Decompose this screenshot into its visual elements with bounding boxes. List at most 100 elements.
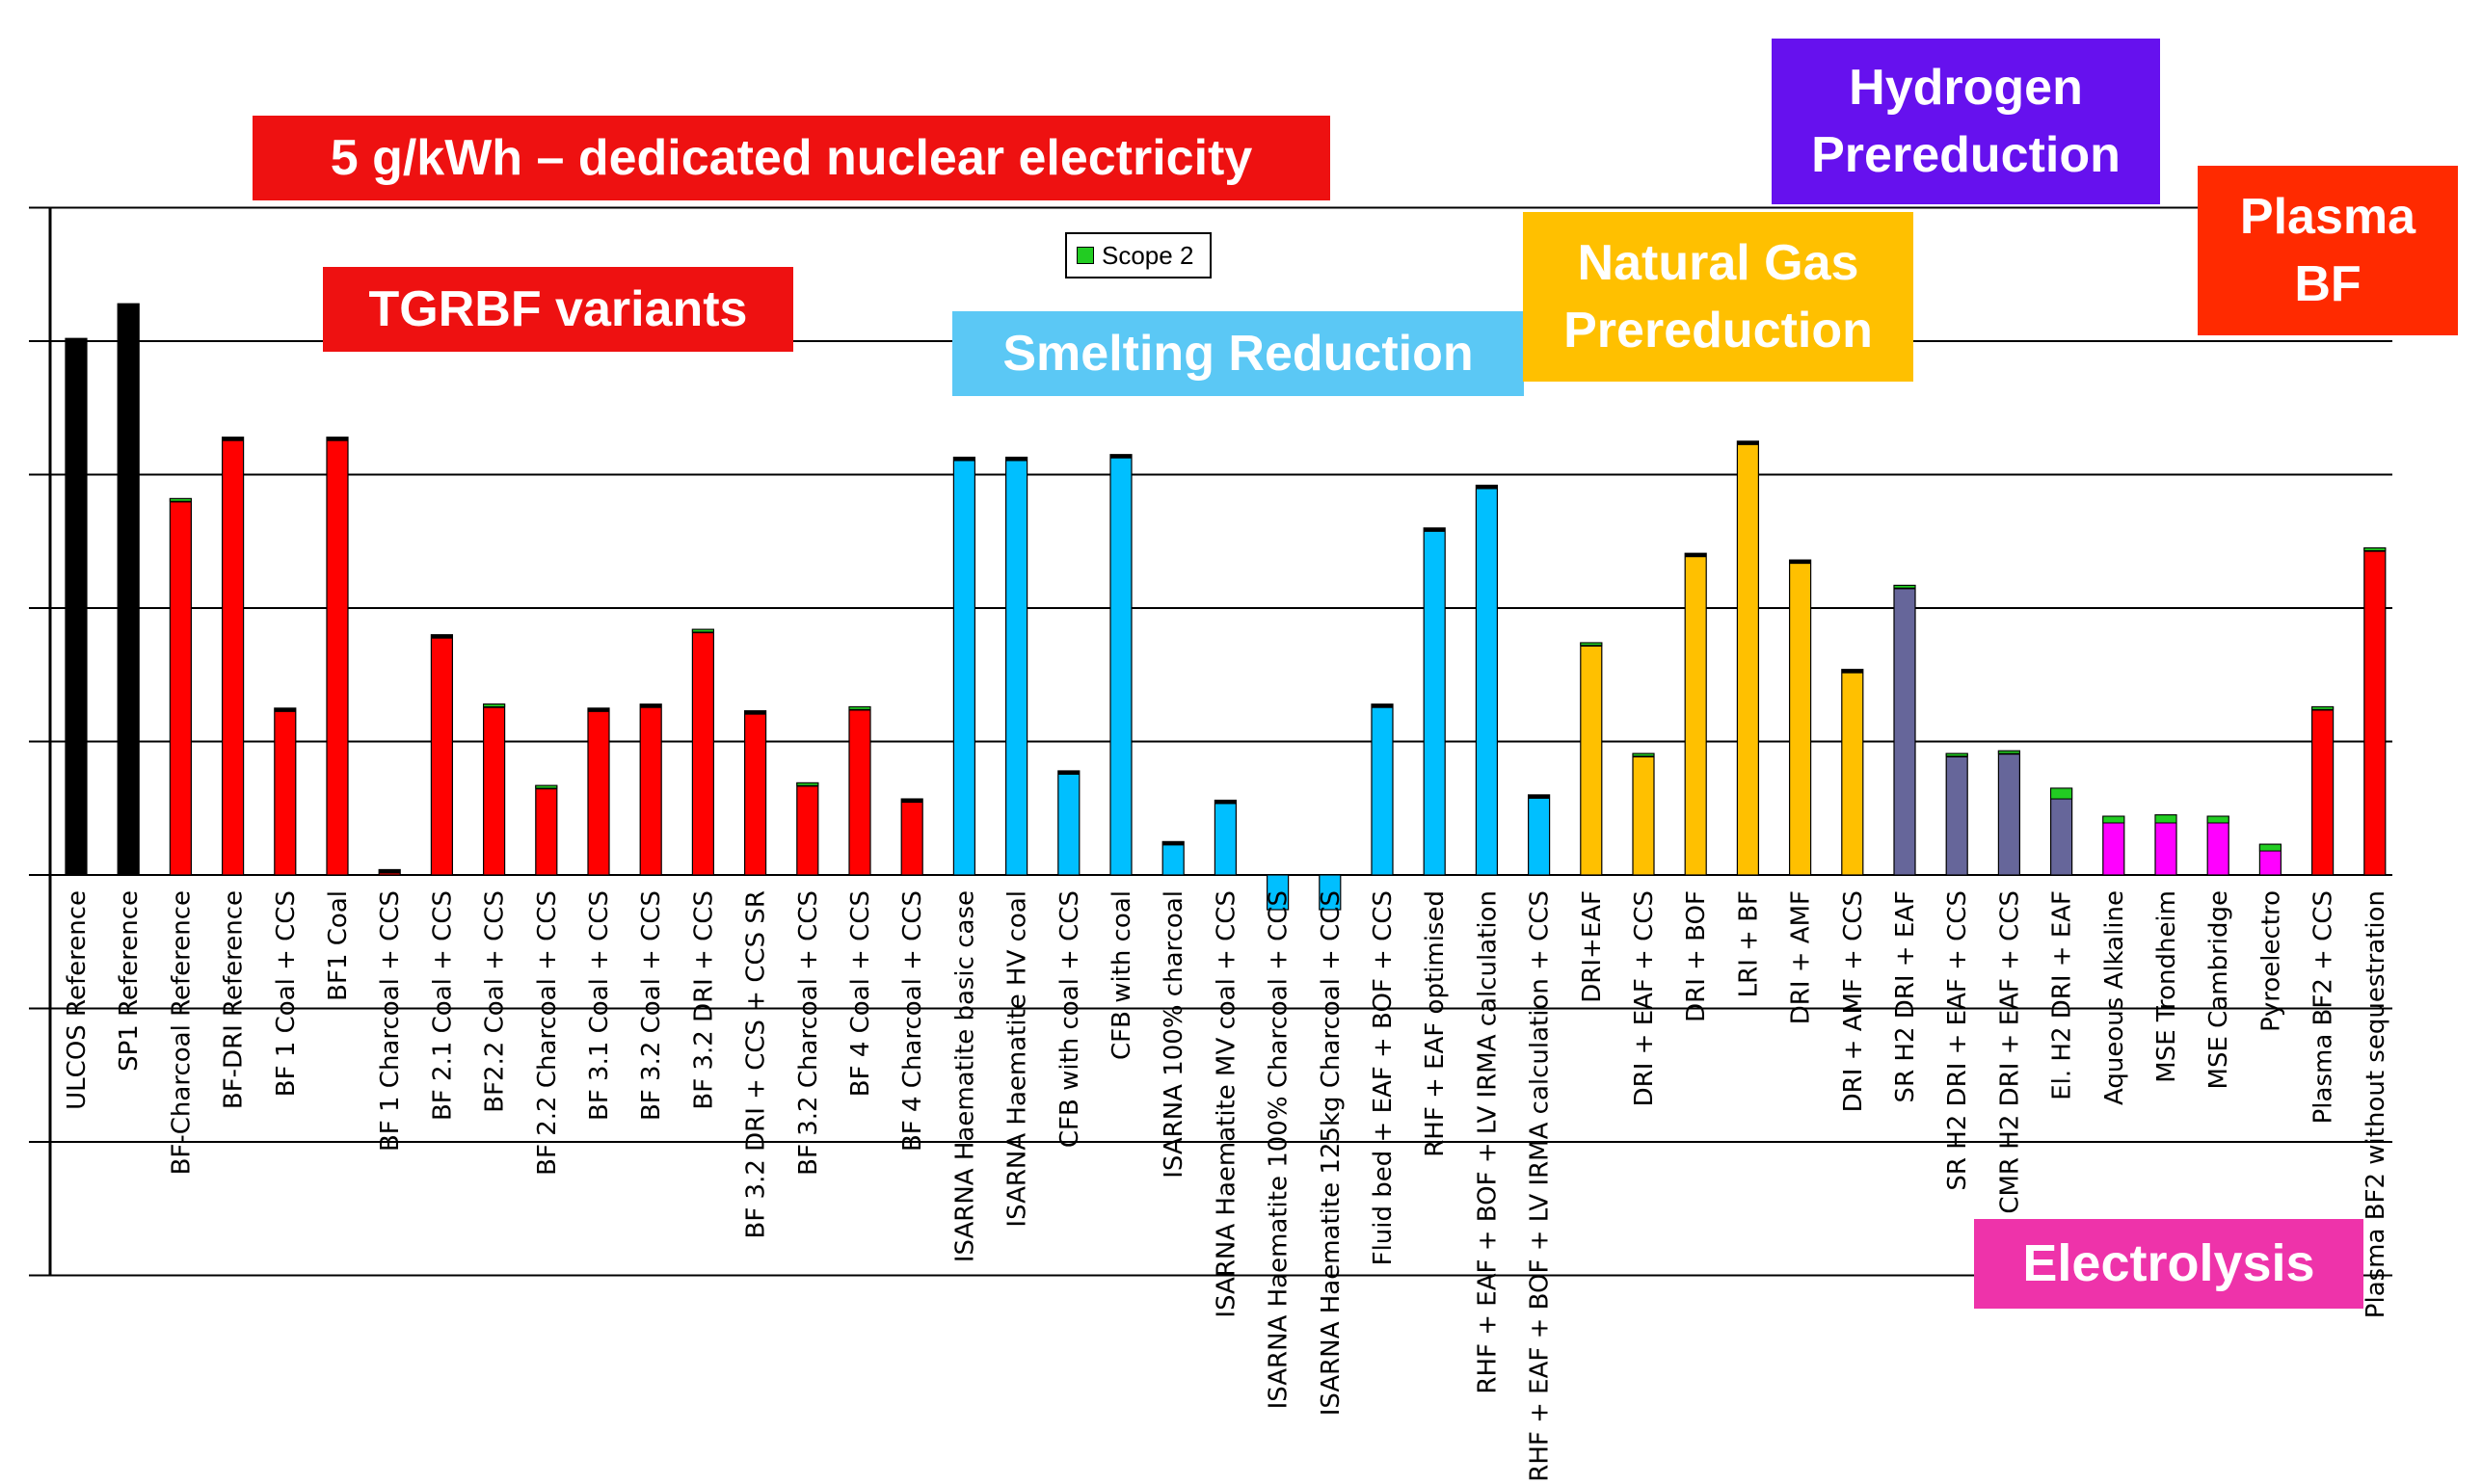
- bar-cap-26: [1372, 703, 1393, 708]
- bar-cap-2: [118, 304, 140, 308]
- category-label-35: DRI + AMF + CCS: [1839, 890, 1868, 1112]
- bar-cap-14: [744, 710, 766, 715]
- category-label-34: DRI + AMF: [1787, 890, 1816, 1024]
- scope-2-segment-42: [2206, 815, 2229, 824]
- category-label-41: MSE Trondheim: [2152, 890, 2181, 1083]
- legend: Scope 2: [1065, 232, 1212, 278]
- scope-2-segment-15: [796, 782, 819, 786]
- bar-13: [691, 628, 715, 876]
- bar-38: [1997, 750, 2020, 876]
- category-label-33: LRI + BF: [1734, 890, 1763, 997]
- bar-29: [1527, 794, 1551, 876]
- category-label-43: Pyroelectro: [2256, 890, 2285, 1032]
- bar-cap-12: [640, 703, 662, 708]
- category-label-6: BF1 Coal: [324, 890, 353, 1001]
- bar-cap-33: [1737, 440, 1759, 445]
- scope-2-segment-44: [2311, 705, 2335, 710]
- bar-18: [952, 456, 976, 876]
- bar-cap-1: [66, 338, 87, 343]
- bar-2: [117, 303, 140, 876]
- grid-lines: [29, 206, 2392, 1277]
- category-label-39: El. H2 DRI + EAF: [2048, 890, 2077, 1100]
- bar-22: [1161, 840, 1185, 876]
- scope-2-segment-36: [1893, 584, 1916, 589]
- category-label-32: DRI + BOF: [1682, 890, 1711, 1022]
- bar-cap-20: [1057, 770, 1080, 775]
- bar-cap-34: [1789, 560, 1811, 565]
- bar-cap-23: [1214, 800, 1237, 805]
- bar-11: [587, 707, 610, 876]
- scope-2-segment-10: [535, 784, 558, 789]
- category-label-36: SR H2 DRI + EAF: [1891, 890, 1920, 1102]
- annotation-natural-gas: Natural Gas Prereduction: [1523, 212, 1913, 382]
- annotation-electrolysis: Electrolysis: [1974, 1219, 2363, 1309]
- category-label-40: Aqueous Alkaline: [2100, 890, 2129, 1105]
- category-label-21: CFB with coal: [1108, 890, 1136, 1060]
- category-label-5: BF 1 Coal + CCS: [272, 890, 301, 1097]
- scope-2-segment-43: [2258, 843, 2282, 852]
- bar-cap-5: [274, 707, 296, 712]
- bar-31: [1632, 753, 1655, 876]
- bar-12: [639, 703, 662, 876]
- bar-25: [1319, 874, 1342, 911]
- bar-cap-29: [1528, 794, 1550, 799]
- category-label-38: CMR H2 DRI + EAF + CCS: [1995, 890, 2024, 1214]
- category-label-27: RHF + EAF optimised: [1421, 890, 1450, 1157]
- bar-30: [1580, 642, 1603, 876]
- scope-2-segment-31: [1632, 753, 1655, 757]
- scope-2-segment-30: [1580, 642, 1603, 647]
- category-label-20: CFB with coal + CCS: [1055, 890, 1084, 1148]
- annotation-hydrogen: Hydrogen Prereduction: [1772, 39, 2160, 204]
- bar-23: [1214, 799, 1238, 876]
- category-label-8: BF 2.1 Coal + CCS: [428, 890, 457, 1121]
- bar-27: [1423, 527, 1446, 876]
- bar-41: [2154, 814, 2177, 876]
- scope-2-segment-45: [2363, 547, 2387, 551]
- legend-label-scope-2: Scope 2: [1102, 240, 1194, 270]
- bar-9: [483, 703, 506, 876]
- bar-6: [326, 437, 349, 876]
- category-label-7: BF 1 Charcoal + CCS: [376, 890, 405, 1152]
- bar-1: [65, 337, 88, 876]
- bar-cap-35: [1841, 669, 1863, 674]
- annotation-tgrbf: TGRBF variants: [323, 267, 793, 352]
- scope-2-segment-40: [2102, 815, 2125, 824]
- bar-10: [535, 784, 558, 876]
- bar-32: [1684, 552, 1707, 876]
- category-label-18: ISARNA Haematite basic case: [950, 890, 979, 1262]
- category-label-23: ISARNA Haematite MV coal + CCS: [1212, 890, 1241, 1318]
- scope-2-segment-9: [483, 703, 506, 707]
- category-label-22: ISARNA 100% charcoal: [1160, 890, 1188, 1179]
- category-label-3: BF-Charcoal Reference: [167, 890, 196, 1175]
- bar-36: [1893, 584, 1916, 876]
- bar-21: [1109, 454, 1133, 876]
- scope-2-segment-39: [2050, 787, 2073, 800]
- bar-40: [2102, 815, 2125, 876]
- bar-14: [743, 710, 767, 876]
- category-label-11: BF 3.1 Coal + CCS: [585, 890, 614, 1121]
- category-label-13: BF 3.2 DRI + CCS: [689, 890, 718, 1110]
- category-label-31: DRI + EAF + CCS: [1630, 890, 1659, 1106]
- bar-17: [900, 798, 923, 876]
- bar-20: [1057, 770, 1081, 876]
- bar-5: [274, 707, 297, 876]
- bar-cap-6: [327, 437, 348, 441]
- category-label-10: BF 2.2 Charcoal + CCS: [533, 890, 562, 1176]
- category-label-9: BF2.2 Coal + CCS: [481, 890, 510, 1113]
- bar-34: [1788, 559, 1812, 876]
- bar-26: [1371, 703, 1394, 876]
- bar-33: [1736, 440, 1760, 876]
- bar-35: [1841, 669, 1864, 876]
- bar-cap-19: [1005, 457, 1027, 462]
- bar-4: [222, 437, 245, 876]
- category-labels: ULCOS Reference SP1 Reference BF-Charcoal …: [63, 890, 2390, 1482]
- bar-19: [1004, 456, 1028, 876]
- category-label-4: BF-DRI Reference: [220, 890, 249, 1109]
- bar-8: [430, 634, 453, 876]
- category-label-25: ISARNA Haematite 125kg Charcoal + CCS: [1317, 890, 1346, 1416]
- bar-cap-8: [431, 634, 453, 639]
- category-label-30: DRI+EAF: [1578, 890, 1607, 1003]
- category-label-45: Plasma BF2 without sequestration: [2362, 890, 2390, 1318]
- bar-3: [169, 497, 192, 876]
